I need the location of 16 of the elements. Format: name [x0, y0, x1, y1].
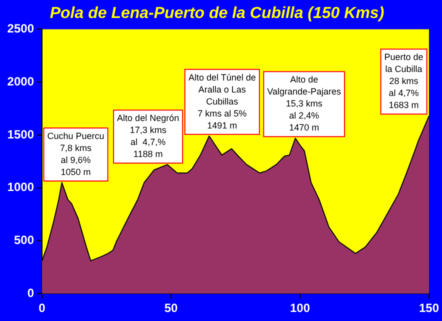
annotation: Alto del Negrón 17,3 kms al 4,7,% 1188 m [117, 113, 180, 160]
y-tick-label: 0 [27, 286, 34, 300]
x-tick-label: 150 [418, 301, 440, 316]
y-tick-label: 1000 [7, 180, 34, 194]
x-tick-label: 50 [164, 301, 178, 316]
y-tick-label: 1500 [7, 127, 34, 142]
y-tick-label: 2500 [7, 22, 34, 36]
x-tick-label: 100 [290, 301, 310, 316]
annotation: Alto del Túnel de Aralla o Las Cubillas 7 kms al 5% 1491 m [188, 72, 256, 130]
annotation: Alto de Valgrande-Pajares 15,3 kms al 2,4% 1470 m [267, 74, 342, 133]
y-tick-label: 2000 [7, 74, 34, 88]
x-tick-label: 0 [38, 301, 46, 316]
y-tick-label: 500 [14, 233, 34, 248]
chart-title: Pola de Lena-Puerto de la Cubilla (150 Kms) [50, 5, 384, 22]
annotation: Puerto de la Cubilla 28 kms al 4,7% 1683 m [384, 52, 424, 110]
annotation: Cuchu Puercu 7,8 kms al 9,6% 1050 m [47, 131, 104, 178]
